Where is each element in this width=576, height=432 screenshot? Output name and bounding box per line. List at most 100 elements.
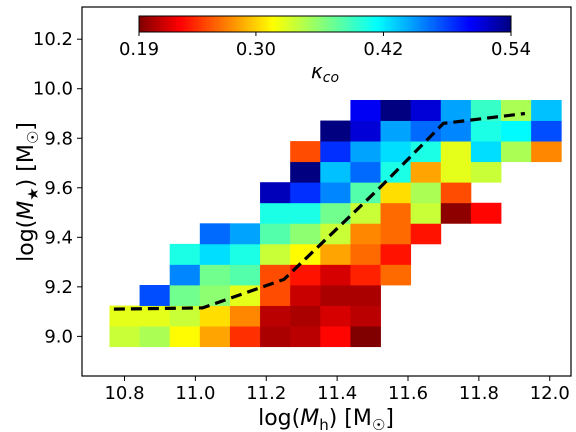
heatmap-cell-67 xyxy=(350,161,381,183)
x-tick-label-1: 11.0 xyxy=(175,383,215,404)
heatmap-cell-91 xyxy=(410,99,442,121)
heatmap-cell-35 xyxy=(199,243,231,265)
heatmap-cell-9 xyxy=(109,305,140,327)
heatmap-cell-1 xyxy=(139,326,171,348)
heatmap-cell-15 xyxy=(290,305,321,327)
heatmap-cell-27 xyxy=(199,264,231,286)
heatmap-cell-69 xyxy=(410,161,442,183)
heatmap-cell-65 xyxy=(290,161,321,183)
heatmap-cell-51 xyxy=(290,202,321,224)
colorbar: 0.19 0.30 0.42 0.54 κco xyxy=(119,15,531,86)
colorbar-gradient xyxy=(138,15,512,33)
heatmap-cell-46 xyxy=(320,223,351,245)
heatmap-cell-10 xyxy=(139,305,171,327)
heatmap-cell-7 xyxy=(320,326,351,348)
heatmap-cell-11 xyxy=(169,305,201,327)
x-tick-label-4: 11.6 xyxy=(388,383,428,404)
x-tick-label-0: 10.8 xyxy=(104,383,144,404)
x-axis-ticks: 10.8 11.0 11.2 11.4 11.6 11.8 12.0 xyxy=(104,376,570,404)
heatmap-cell-49 xyxy=(410,223,442,245)
heatmap-cell-82 xyxy=(350,120,381,142)
heatmap-cell-83 xyxy=(380,120,412,142)
heatmap-cell-30 xyxy=(290,264,321,286)
heatmap-cell-87 xyxy=(501,120,532,142)
y-tick-label-4: 9.8 xyxy=(44,128,73,149)
heatmap-cell-14 xyxy=(260,305,291,327)
heatmap-cell-31 xyxy=(320,264,351,286)
heatmap-cell-70 xyxy=(440,161,472,183)
heatmap-cell-71 xyxy=(470,161,502,183)
heatmap-cell-81 xyxy=(320,120,351,142)
heatmap-cell-63 xyxy=(410,182,442,204)
heatmap-cells xyxy=(109,99,562,348)
y-tick-label-1: 9.2 xyxy=(44,277,73,298)
heatmap-cell-8 xyxy=(350,326,381,348)
heatmap-cell-41 xyxy=(380,243,412,265)
heatmap-cell-58 xyxy=(260,182,291,204)
heatmap-cell-23 xyxy=(290,284,321,306)
colorbar-tick-label-3: 0.54 xyxy=(491,39,531,60)
y-tick-label-0: 9.0 xyxy=(44,326,73,347)
heatmap-cell-43 xyxy=(229,223,261,245)
heatmap-cell-47 xyxy=(350,223,381,245)
colorbar-ticks: 0.19 0.30 0.42 0.54 xyxy=(119,32,531,60)
heatmap-cell-60 xyxy=(320,182,351,204)
heatmap-cell-39 xyxy=(320,243,351,265)
heatmap-cell-79 xyxy=(501,141,532,163)
heatmap-cell-76 xyxy=(410,141,442,163)
heatmap-cell-0 xyxy=(109,326,140,348)
heatmap-cell-33 xyxy=(380,264,412,286)
heatmap-cell-44 xyxy=(260,223,291,245)
heatmap-cell-66 xyxy=(320,161,351,183)
heatmap-cell-53 xyxy=(350,202,381,224)
heatmap-cell-19 xyxy=(169,284,201,306)
heatmap-cell-89 xyxy=(350,99,381,121)
x-tick-label-5: 11.8 xyxy=(459,383,499,404)
heatmap-cell-28 xyxy=(229,264,261,286)
heatmap-cell-4 xyxy=(229,326,261,348)
heatmap-cell-56 xyxy=(440,202,472,224)
heatmap-cell-90 xyxy=(380,99,412,121)
heatmap-cell-74 xyxy=(350,141,381,163)
y-tick-label-5: 10.0 xyxy=(33,79,73,100)
y-axis-label: log(M★) [M☉] xyxy=(14,122,42,262)
heatmap-cell-54 xyxy=(380,202,412,224)
colorbar-label: κco xyxy=(311,59,339,86)
heatmap-cell-37 xyxy=(260,243,291,265)
heatmap-cell-25 xyxy=(350,284,381,306)
median-dashed-line xyxy=(113,111,526,311)
heatmap-cell-88 xyxy=(531,120,562,142)
heatmap-cell-42 xyxy=(199,223,231,245)
heatmap-cell-22 xyxy=(260,284,291,306)
heatmap-cell-62 xyxy=(380,182,412,204)
heatmap-cell-64 xyxy=(440,182,472,204)
heatmap-cell-2 xyxy=(169,326,201,348)
x-tick-label-3: 11.4 xyxy=(317,383,357,404)
colorbar-tick-label-0: 0.19 xyxy=(119,39,159,60)
colorbar-tick-label-2: 0.42 xyxy=(363,39,403,60)
heatmap-cell-86 xyxy=(470,120,502,142)
heatmap-cell-77 xyxy=(440,141,472,163)
heatmap-cell-94 xyxy=(501,99,532,121)
heatmap-cell-40 xyxy=(350,243,381,265)
heatmap-cell-17 xyxy=(350,305,381,327)
heatmap-cell-12 xyxy=(199,305,231,327)
heatmap-cell-34 xyxy=(169,243,201,265)
heatmap-cell-78 xyxy=(470,141,502,163)
heatmap-cell-45 xyxy=(290,223,321,245)
y-tick-label-6: 10.2 xyxy=(33,29,73,50)
heatmap-cell-52 xyxy=(320,202,351,224)
heatmap-cell-75 xyxy=(380,141,412,163)
y-tick-label-2: 9.4 xyxy=(44,227,73,248)
heatmap-cell-13 xyxy=(229,305,261,327)
heatmap-cell-73 xyxy=(320,141,351,163)
heatmap-cell-59 xyxy=(290,182,321,204)
heatmap-cell-48 xyxy=(380,223,412,245)
heatmap-cell-29 xyxy=(260,264,291,286)
heatmap-cell-38 xyxy=(290,243,321,265)
heatmap-cell-5 xyxy=(260,326,291,348)
x-tick-label-2: 11.2 xyxy=(246,383,286,404)
y-tick-label-3: 9.6 xyxy=(44,178,73,199)
colorbar-tick-label-1: 0.30 xyxy=(236,39,276,60)
